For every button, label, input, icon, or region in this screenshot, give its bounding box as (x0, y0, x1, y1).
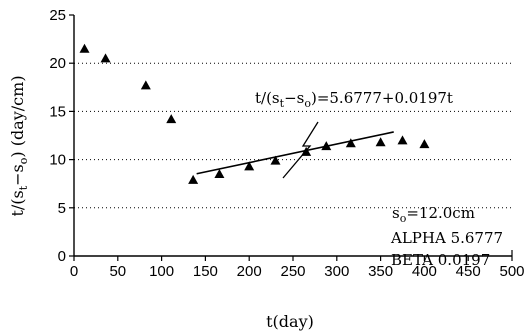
y-tick-label-10: 10 (49, 152, 66, 169)
y-tick-label-5: 5 (58, 200, 66, 217)
data-point (419, 139, 430, 149)
s0-annotation: so=12.0cm (392, 204, 475, 225)
data-points (79, 43, 430, 184)
data-point (188, 174, 199, 184)
data-point (345, 138, 356, 148)
data-point (100, 53, 111, 63)
y-tick-label-15: 15 (49, 103, 66, 120)
x-tick-label-300: 300 (324, 263, 349, 280)
data-point (79, 43, 90, 53)
data-point (244, 161, 255, 171)
data-point (140, 80, 151, 90)
data-point (397, 135, 408, 145)
equation-leader-line (282, 121, 319, 179)
x-tick-label-500: 500 (499, 263, 524, 280)
beta-annotation: BETA 0.0197 (391, 251, 490, 269)
x-tick-label-100: 100 (149, 263, 174, 280)
x-axis-label: t(day) (266, 312, 314, 331)
alpha-annotation: ALPHA 5.6777 (390, 229, 503, 247)
x-tick-label-400: 400 (412, 263, 437, 280)
grid-lines (74, 62, 512, 209)
data-point (214, 169, 225, 179)
x-tick-label-450: 450 (456, 263, 481, 280)
x-axis-ticks: 0 50 100 150 200 250 300 350 400 450 500 (70, 256, 525, 280)
regression-line-group (196, 131, 394, 175)
regression-line (196, 131, 394, 175)
y-axis-ticks: 0 5 10 15 20 25 (49, 7, 74, 265)
x-tick-label-150: 150 (193, 263, 218, 280)
y-tick-label-25: 25 (49, 7, 66, 24)
data-point (321, 141, 332, 151)
data-point (375, 137, 386, 147)
data-point (166, 114, 177, 124)
y-axis-label: t/(st−so) (day/cm) (8, 75, 30, 216)
x-tick-label-0: 0 (70, 263, 78, 280)
x-tick-label-200: 200 (237, 263, 262, 280)
x-tick-label-250: 250 (280, 263, 305, 280)
x-tick-label-350: 350 (368, 263, 393, 280)
y-tick-label-20: 20 (49, 55, 66, 72)
x-tick-label-50: 50 (109, 263, 126, 280)
data-point (270, 155, 281, 165)
regression-equation: t/(st−so)=5.6777+0.0197t (255, 89, 453, 110)
y-tick-label-0: 0 (58, 248, 66, 265)
